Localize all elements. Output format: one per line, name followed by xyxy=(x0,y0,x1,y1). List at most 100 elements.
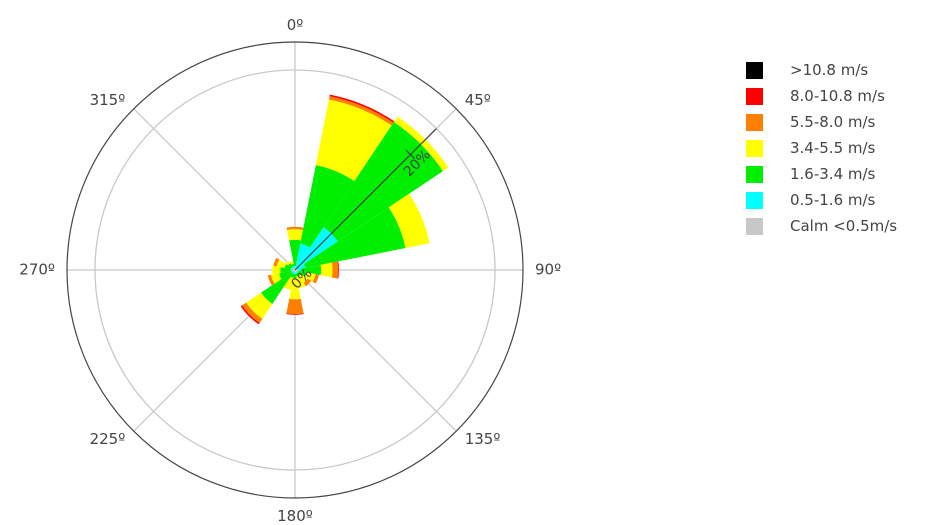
wind-bar-segment xyxy=(388,193,430,249)
wind-bar-segment xyxy=(303,207,406,268)
wind-bar-segment xyxy=(291,267,293,270)
wind-bar-segment xyxy=(331,261,339,279)
legend-swatch xyxy=(746,165,763,183)
direction-label: 90º xyxy=(535,261,561,279)
wind-bar-segment xyxy=(315,99,392,182)
wind-bar-segment xyxy=(297,264,306,270)
wind-bar-segment xyxy=(290,261,294,265)
legend-swatch xyxy=(746,87,763,105)
wind-bar-segment xyxy=(295,270,298,272)
wind-bar-segment xyxy=(276,259,287,268)
wind-bar-segment xyxy=(293,270,295,273)
direction-label: 270º xyxy=(19,261,55,279)
direction-label: 45º xyxy=(465,91,491,109)
legend-item[interactable]: >10.8 m/s xyxy=(746,57,897,83)
legend-item[interactable]: 5.5-8.0 m/s xyxy=(746,109,897,135)
legend-label: 1.6-3.4 m/s xyxy=(790,165,876,183)
wind-bar-segment xyxy=(329,94,395,123)
wind-bar-segment xyxy=(294,265,296,268)
wind-bar-segment xyxy=(295,273,299,277)
legend-swatch xyxy=(746,139,763,157)
wind-bar-segment xyxy=(291,270,293,273)
wind-bar-segment xyxy=(294,267,296,270)
legend-label: Calm <0.5m/s xyxy=(790,217,898,235)
wind-bar-segment xyxy=(293,267,295,270)
wind-bar-segment xyxy=(305,272,316,282)
direction-label: 135º xyxy=(465,430,501,448)
wind-bar-segment xyxy=(278,270,292,280)
wind-bar-segment xyxy=(295,270,298,273)
wind-bar-segment xyxy=(286,313,304,315)
wind-bar-segment xyxy=(280,267,291,273)
direction-label: 315º xyxy=(90,91,126,109)
wind-bars xyxy=(240,94,449,325)
wind-bar-segment xyxy=(295,269,298,271)
wind-bar-segment xyxy=(287,229,303,241)
wind-bar-segment xyxy=(303,278,312,287)
wind-bar-segment xyxy=(242,302,263,323)
wind-bar-segment xyxy=(272,265,281,275)
wind-bar-segment xyxy=(298,270,308,277)
wind-bar-segment xyxy=(337,261,340,279)
direction-label: 225º xyxy=(90,430,126,448)
wind-bar-segment xyxy=(292,269,295,271)
legend-item[interactable]: 1.6-3.4 m/s xyxy=(746,161,897,187)
wind-bar-segment xyxy=(290,273,295,279)
wind-bar-segment xyxy=(320,262,333,278)
wind-bar-segment xyxy=(293,274,297,279)
wind-bar-segment xyxy=(289,239,301,266)
wind-bar-segment xyxy=(292,270,295,272)
radial-tick xyxy=(405,149,416,160)
wind-bar-segment xyxy=(299,274,308,283)
outer-circle xyxy=(66,41,524,499)
legend: >10.8 m/s 8.0-10.8 m/s 5.5-8.0 m/s 3.4-5.5 … xyxy=(746,57,897,239)
legend-label: 5.5-8.0 m/s xyxy=(790,113,876,131)
legend-swatch xyxy=(746,191,763,209)
wind-bar-segment xyxy=(297,270,299,273)
wind-bar-segment xyxy=(292,266,295,268)
direction-labels: 0º 45º 90º 135º 180º 225º 270º 315º xyxy=(19,16,561,525)
wind-bar-segment xyxy=(246,292,273,319)
grid-circle xyxy=(94,69,496,471)
wind-bar-segment xyxy=(292,270,295,273)
wind-bar-segment xyxy=(289,278,301,300)
wind-bar-segment xyxy=(283,276,294,291)
spoke-line xyxy=(133,108,296,271)
wind-bar-segment xyxy=(296,271,299,274)
wind-bar-segment xyxy=(291,263,295,267)
wind-bar-segment xyxy=(292,272,295,274)
legend-item[interactable]: 8.0-10.8 m/s xyxy=(746,83,897,109)
legend-item[interactable]: 3.4-5.5 m/s xyxy=(746,135,897,161)
wind-bar-segment xyxy=(312,274,320,284)
wind-bar-segment xyxy=(291,271,294,274)
wind-bar-segment xyxy=(297,272,302,277)
legend-label: 0.5-1.6 m/s xyxy=(790,191,876,209)
wind-bar-segment xyxy=(300,264,322,276)
legend-item[interactable]: Calm <0.5m/s xyxy=(746,213,897,239)
legend-label: >10.8 m/s xyxy=(790,61,869,79)
wind-bar-segment xyxy=(296,275,306,289)
wind-bar-segment xyxy=(267,274,275,286)
spoke-line xyxy=(294,269,457,432)
wind-bar-segment xyxy=(261,272,293,304)
legend-swatch xyxy=(746,113,763,131)
legend-item[interactable]: 0.5-1.6 m/s xyxy=(746,187,897,213)
wind-bar-segment xyxy=(295,270,297,273)
radial-axis-line xyxy=(294,128,437,271)
wind-bar-segment xyxy=(294,272,296,275)
wind-bar-segment xyxy=(288,263,293,268)
wind-bar-segment xyxy=(295,272,298,274)
wind-bar-segment xyxy=(286,226,304,230)
legend-swatch xyxy=(746,217,763,235)
wind-bar-segment xyxy=(290,269,293,271)
wind-bar-segment xyxy=(285,260,291,266)
wind-bar-segment xyxy=(292,268,295,270)
legend-label: 8.0-10.8 m/s xyxy=(790,87,885,105)
wind-bar-segment xyxy=(286,298,304,315)
wind-bar-segment xyxy=(295,243,310,268)
wind-bar-segment xyxy=(240,305,260,325)
direction-label: 180º xyxy=(277,507,313,525)
wind-bar-segment xyxy=(328,96,394,126)
legend-swatch xyxy=(746,61,763,79)
